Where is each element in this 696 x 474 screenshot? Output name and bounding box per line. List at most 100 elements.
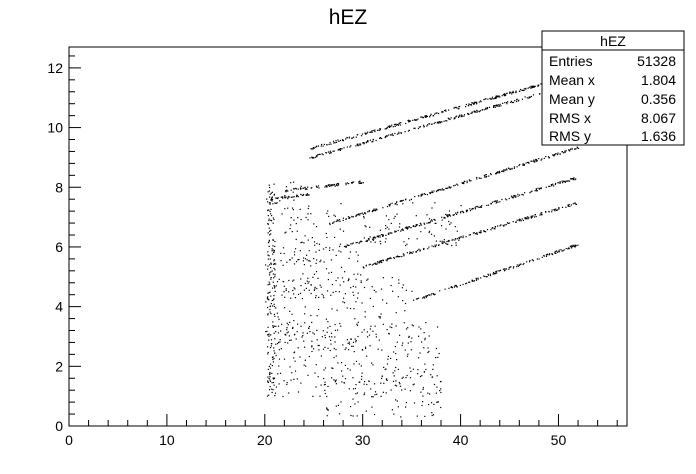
scatter-point [312,147,314,149]
scatter-point [399,122,401,124]
scatter-point [289,321,291,323]
scatter-point [412,384,414,386]
scatter-point [292,280,294,282]
scatter-point [457,184,459,186]
scatter-point [538,84,540,86]
scatter-point [379,129,381,131]
scatter-point [366,240,368,242]
scatter-point [497,172,499,174]
scatter-point [435,244,438,246]
scatter-point [387,232,390,234]
scatter-point [441,121,443,123]
scatter-point [457,211,459,213]
scatter-point [530,87,532,89]
scatter-point [300,285,302,287]
scatter-point [321,153,323,155]
scatter-point [332,140,335,142]
scatter-point [351,216,353,218]
scatter-point [553,154,556,156]
scatter-point [446,216,448,218]
scatter-point [413,383,415,385]
scatter-point [269,386,271,388]
scatter-point [271,248,273,250]
scatter-point [510,266,512,268]
scatter-point [364,316,366,318]
scatter-point [280,348,282,350]
scatter-point [330,259,332,261]
scatter-point [393,375,395,377]
scatter-point [390,357,392,359]
scatter-point [384,128,386,130]
scatter-point [545,186,547,188]
scatter-point [285,289,287,291]
scatter-point [428,335,430,337]
scatter-point [374,209,376,211]
scatter-point [416,224,418,227]
scatter-point [440,391,442,394]
scatter-point [566,180,568,182]
scatter-point [473,101,476,103]
scatter-point [385,225,387,227]
scatter-point [269,367,271,369]
scatter-point [561,206,564,208]
scatter-point [427,248,429,250]
scatter-point [434,246,437,248]
scatter-point [365,226,367,228]
scatter-point [339,139,342,142]
scatter-point [469,234,472,236]
scatter-point [372,305,374,308]
scatter-point [352,345,354,347]
scatter-point [302,273,304,275]
x-tick-label: 10 [159,432,175,448]
scatter-point [497,225,499,227]
scatter-point [337,149,339,151]
scatter-point [463,115,465,117]
scatter-point [269,274,271,276]
scatter-point [330,143,332,145]
scatter-point [365,347,367,350]
scatter-point [434,121,436,124]
scatter-point [496,171,498,174]
scatter-point [452,214,454,216]
scatter-point [399,385,402,387]
scatter-point [416,238,418,240]
scatter-point [475,233,478,235]
scatter-point [316,259,318,261]
scatter-point [429,393,431,395]
scatter-point [324,367,327,369]
scatter-point [333,221,335,223]
scatter-point [465,210,468,212]
scatter-point [483,275,485,277]
scatter-point [279,339,281,341]
scatter-point [387,258,389,260]
scatter-point [270,334,272,336]
scatter-point [308,194,310,196]
scatter-point [272,222,274,224]
scatter-point [432,368,434,370]
scatter-point [410,227,412,229]
scatter-point [435,392,437,394]
scatter-point [425,295,427,297]
scatter-point [371,286,373,288]
scatter-point [468,234,470,236]
scatter-point [355,393,357,395]
scatter-point [420,223,422,225]
scatter-point [364,213,367,215]
scatter-point [486,107,488,109]
scatter-point [415,298,418,300]
scatter-point [338,140,340,142]
scatter-point [318,349,320,351]
scatter-point [352,242,354,244]
scatter-point [384,368,386,371]
scatter-point [446,214,448,216]
scatter-point [472,207,474,210]
scatter-point [293,378,295,380]
scatter-point [293,199,295,201]
scatter-point [447,117,449,119]
scatter-point [339,322,341,325]
scatter-point [469,210,472,212]
scatter-point [437,401,439,403]
scatter-point [521,89,523,91]
scatter-point [480,101,482,103]
scatter-point [314,244,316,246]
